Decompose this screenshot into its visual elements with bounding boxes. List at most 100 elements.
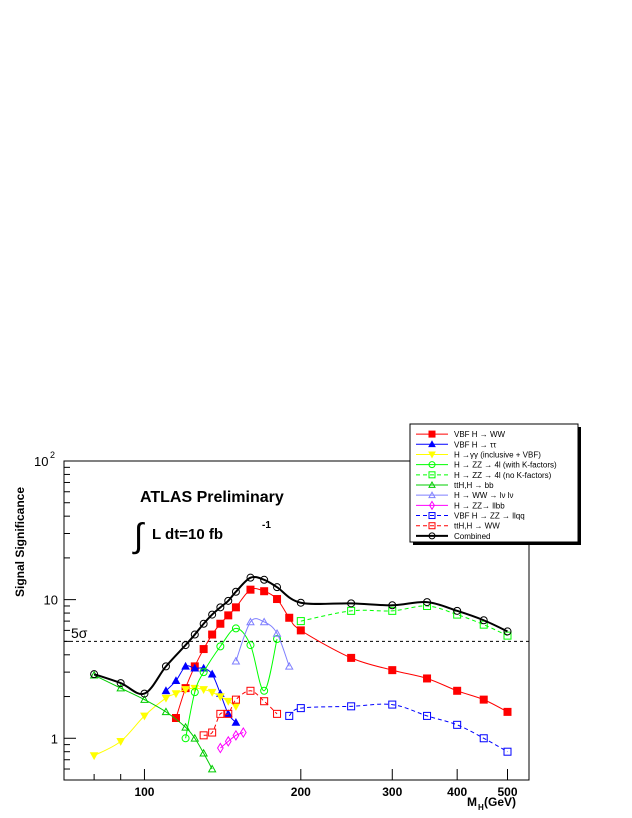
series-line (203, 690, 278, 736)
data-point (246, 585, 255, 594)
data-point (190, 688, 199, 697)
x-axis-label-unit: (GeV) (484, 795, 516, 809)
data-point (181, 641, 190, 650)
data-point (259, 617, 269, 626)
data-point (208, 610, 217, 619)
data-point (273, 595, 282, 604)
legend-swatch-marker (428, 480, 436, 488)
legend-entry: H → ZZ→ llbb (454, 501, 505, 510)
data-point (479, 616, 488, 625)
data-point (199, 731, 208, 740)
data-point (181, 686, 190, 694)
x-tick-label: 500 (497, 785, 517, 799)
legend-swatch-marker (428, 512, 436, 520)
axes-group: 100 200 300 400 500 1 10 (44, 466, 518, 799)
data-point (140, 695, 149, 703)
data-point (479, 734, 488, 743)
legend-swatch-marker (428, 430, 436, 438)
x-tick-label: 200 (291, 785, 311, 799)
data-point (181, 734, 190, 743)
legend-entry: Combined (454, 532, 490, 541)
series-line (235, 618, 290, 667)
data-point (260, 697, 269, 706)
data-point (296, 598, 305, 607)
data-point (190, 663, 200, 672)
data-point (246, 641, 255, 650)
legend-entry: ttH,H → WW (454, 522, 500, 531)
legend-entry: H → WW → lν lν (454, 491, 514, 500)
legend-swatch-marker (428, 451, 436, 459)
data-point (239, 727, 247, 739)
data-point (388, 666, 397, 675)
data-point (181, 661, 190, 670)
data-point (231, 656, 241, 665)
data-point (171, 676, 181, 685)
legend-swatch-marker (428, 440, 436, 448)
data-point (190, 630, 199, 639)
data-point (199, 619, 208, 628)
plot-border (63, 460, 530, 781)
data-point (207, 669, 217, 678)
legend-swatch-marker (428, 471, 436, 479)
data-point (161, 694, 171, 703)
data-point (231, 603, 240, 612)
data-point (260, 575, 269, 584)
data-point (246, 686, 255, 695)
data-point (224, 596, 233, 605)
legend-entry: VBF H → WW (454, 430, 506, 439)
legend-entry: VBF H → ZZ → llqq (454, 512, 525, 521)
data-point (246, 617, 255, 626)
threshold-label: 5σ (71, 625, 88, 641)
data-point (296, 617, 305, 626)
data-point (479, 695, 488, 704)
series-7 (216, 727, 247, 754)
x-tick-label: 300 (382, 785, 402, 799)
data-point (273, 709, 282, 718)
data-point (181, 722, 190, 731)
data-point (199, 748, 208, 757)
data-point (161, 707, 171, 716)
data-point (423, 598, 432, 607)
data-point (503, 747, 512, 756)
data-point (224, 709, 233, 718)
x-tick-label: 400 (447, 785, 467, 799)
data-point (116, 683, 126, 692)
data-point (231, 624, 240, 633)
data-point (296, 626, 305, 635)
data-point (503, 631, 512, 640)
data-point (116, 679, 125, 688)
legend-swatch-marker (428, 461, 436, 469)
series-2 (89, 684, 241, 761)
series-3 (181, 624, 282, 743)
y-axis-label: Signal Significance (13, 487, 27, 597)
data-point (272, 628, 282, 637)
legend-entry: H → ZZ → 4l (with K-factors) (454, 461, 557, 470)
data-point (208, 728, 217, 737)
data-point (273, 583, 282, 592)
data-point (453, 686, 462, 695)
data-point (347, 702, 356, 711)
data-point (223, 697, 233, 706)
legend-swatch-marker (428, 491, 436, 499)
x-axis-label-subscript: H (478, 803, 484, 812)
data-point (232, 729, 240, 741)
data-point (190, 733, 200, 742)
legend-swatch-marker (429, 500, 435, 511)
data-point (216, 742, 224, 754)
data-point (161, 662, 170, 671)
data-point (231, 587, 240, 596)
data-point (347, 653, 356, 662)
x-axis-label: M (467, 795, 477, 809)
legend-swatch-marker (428, 522, 436, 530)
data-point (260, 587, 269, 596)
data-point (231, 695, 240, 704)
series-9 (199, 686, 282, 740)
data-point (208, 630, 217, 639)
y-top-tick-label: 10 2 (34, 450, 55, 469)
legend-entry: VBF H → ττ (454, 440, 497, 449)
data-point (216, 642, 225, 651)
data-point (116, 738, 126, 746)
